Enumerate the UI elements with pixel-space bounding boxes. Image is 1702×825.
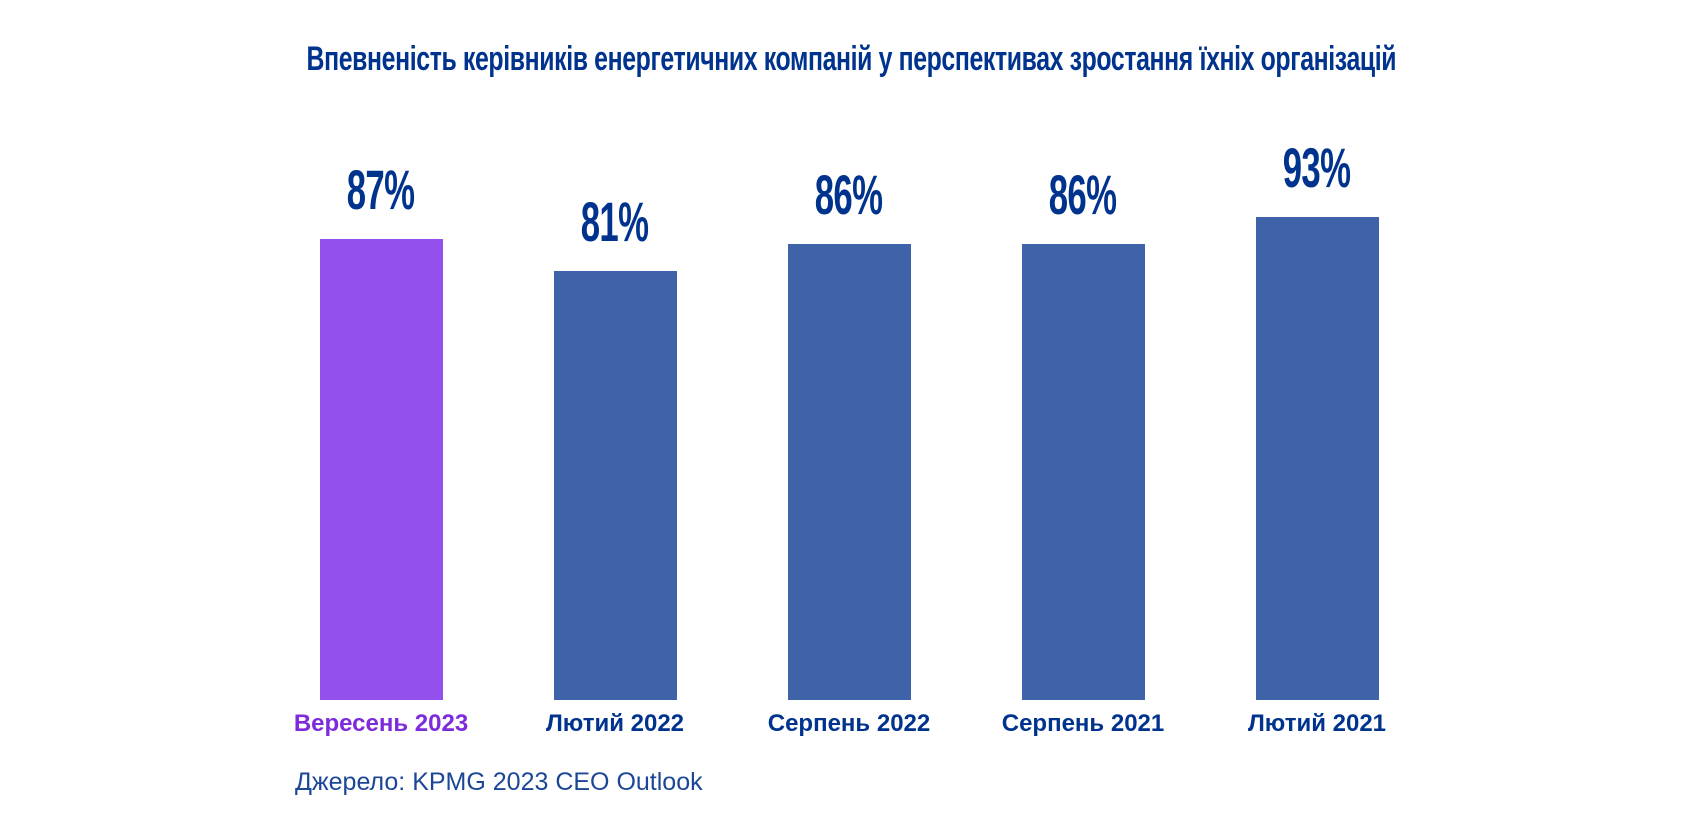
category-label: Серпень 2022 (767, 710, 931, 737)
bar (1255, 217, 1379, 700)
bar-column: 87% (264, 140, 498, 700)
bar (319, 238, 443, 700)
bar (1021, 244, 1145, 700)
value-label: 86% (815, 163, 883, 227)
bar-column: 86% (966, 140, 1200, 700)
value-label: 87% (347, 157, 415, 221)
chart-title: Впевненість керівників енергетичних комп… (0, 40, 1702, 79)
bar (787, 244, 911, 700)
bar (553, 270, 677, 700)
bar-column: 93% (1200, 140, 1434, 700)
category-axis: Вересень 2023 Лютий 2022 Серпень 2022 Серпе… (264, 710, 1434, 744)
category-label: Лютий 2022 (545, 710, 685, 737)
bars-area: 87% 81% 86% 86% 93% (264, 140, 1434, 700)
category-label: Лютий 2021 (1247, 710, 1387, 737)
bar-column: 81% (498, 140, 732, 700)
value-label: 81% (581, 189, 649, 253)
value-label: 86% (1049, 163, 1117, 227)
chart-title-text: Впевненість керівників енергетичних комп… (306, 40, 1396, 78)
bar-column: 86% (732, 140, 966, 700)
category-label: Серпень 2021 (1001, 710, 1165, 737)
category-label: Вересень 2023 (293, 710, 469, 737)
source-note: Джерело: KPMG 2023 CEO Outlook (295, 768, 703, 796)
value-label: 93% (1283, 136, 1351, 199)
